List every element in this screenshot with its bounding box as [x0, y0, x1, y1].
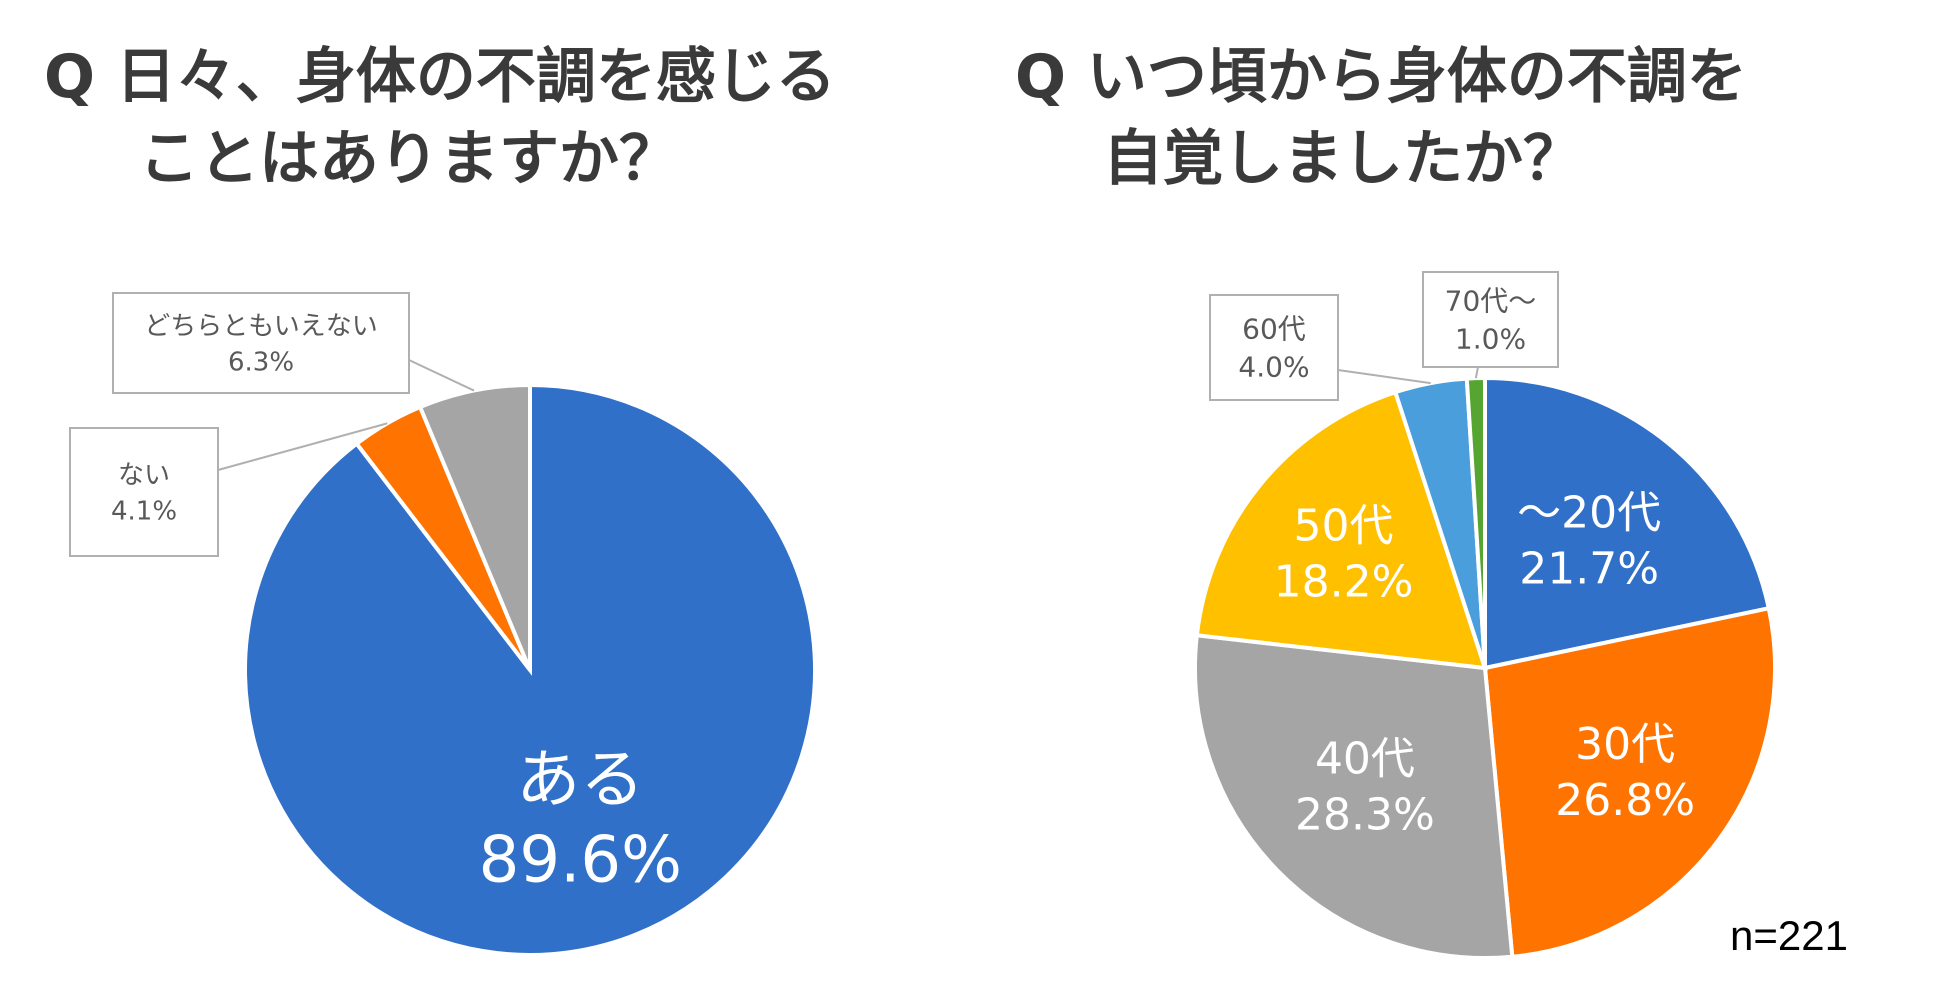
chart2-slice-3-value-label: 28.3%	[1295, 790, 1435, 841]
chart1-slice-2-label-box	[69, 427, 219, 557]
chart1-slice-2-leader-line	[217, 422, 388, 471]
chart1-slice-1-value-label: 89.6%	[479, 823, 682, 897]
chart1-slice-1-label: ある	[516, 743, 644, 817]
chart2-slice-6-label: 70代～	[1445, 285, 1537, 318]
right-question-title: Q いつ頃から身体の不調を 自覚しましたか？	[1015, 36, 1747, 200]
right-question-line1: Q いつ頃から身体の不調を	[1015, 42, 1747, 112]
chart2-slice-4-label: 50代	[1293, 500, 1393, 551]
chart2-slice-5-leader-line	[1337, 369, 1431, 385]
chart1-slice-3-leader-line	[408, 359, 475, 392]
chart2-slice-5-label-box	[1209, 294, 1339, 401]
chart2-slice-4-wedge	[1194, 389, 1488, 671]
chart2-slice-6-label-box	[1422, 271, 1559, 368]
left-question-line1: Q 日々、身体の不調を感じる	[44, 42, 836, 112]
chart1-slice-2-value-label: 4.1%	[111, 496, 177, 526]
chart2-slice-2-value-label: 26.8%	[1555, 775, 1695, 826]
chart2-slice-2-wedge	[1482, 605, 1777, 959]
chart2-slice-2-label: 30代	[1575, 719, 1675, 770]
chart2-slice-5-label: 60代	[1242, 313, 1306, 346]
chart1-slice-2-label: ない	[118, 460, 170, 490]
sample-size-label: n=221	[1730, 912, 1848, 959]
chart2-slice-6-leader-line	[1474, 366, 1479, 379]
left-question-line2: ことはありますか？	[139, 124, 679, 194]
chart2-slice-1-wedge	[1483, 375, 1772, 671]
chart2-slice-5-value-label: 4.0%	[1238, 351, 1309, 384]
chart2-slice-1-value-label: 21.7%	[1519, 543, 1659, 594]
chart1-slice-3-label-box	[112, 292, 410, 394]
chart2-slice-3-wedge	[1193, 633, 1515, 960]
chart2-slice-4-value-label: 18.2%	[1274, 556, 1414, 607]
chart1-slice-3-value-label: 6.3%	[228, 347, 294, 377]
left-question-title: Q 日々、身体の不調を感じる ことはありますか？	[44, 36, 836, 200]
chart2-slice-3-label: 40代	[1315, 734, 1415, 785]
chart2-slice-6-value-label: 1.0%	[1455, 323, 1526, 356]
chart1-slice-3-label: どちらともいえない	[144, 311, 377, 341]
chart2-slice-1-label: ～20代	[1517, 487, 1661, 538]
right-question-line2: 自覚しましたか？	[1103, 124, 1583, 194]
chart1-slice-3-wedge	[417, 382, 532, 671]
